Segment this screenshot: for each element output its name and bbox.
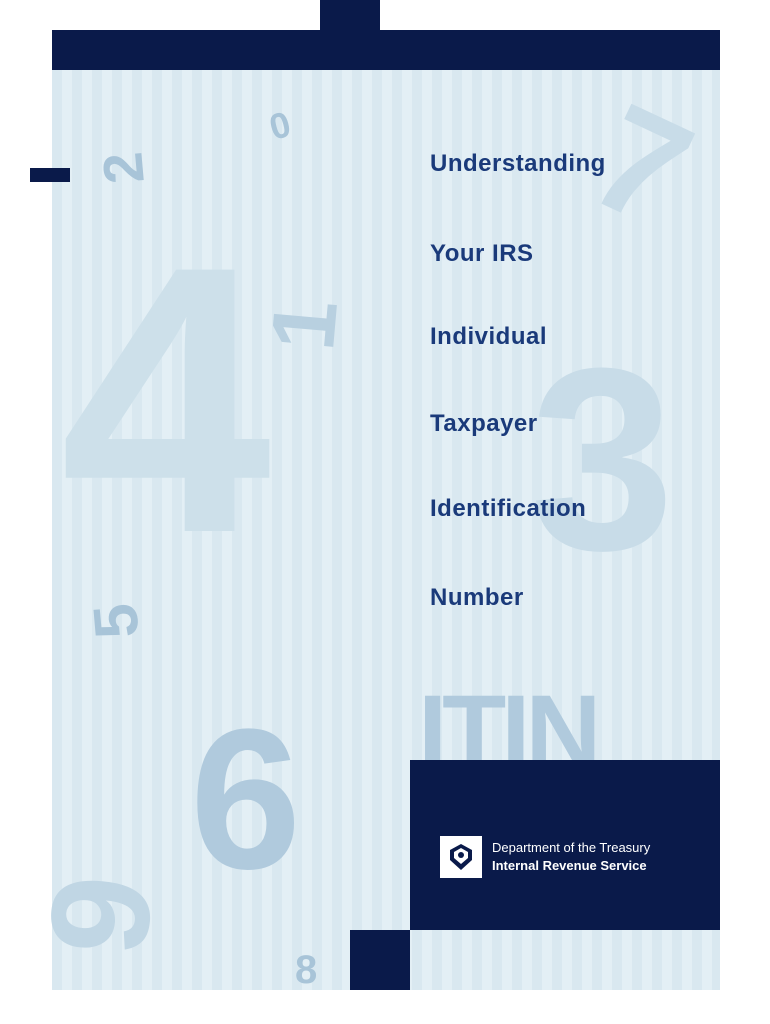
title-word-4: Taxpayer	[430, 410, 538, 438]
agency-logo-area: Department of the Treasury Internal Reve…	[440, 836, 650, 878]
title-word-1: Understanding	[430, 150, 606, 178]
decorative-number-5: 5	[85, 601, 150, 641]
agency-line-2: Internal Revenue Service	[492, 857, 650, 875]
decorative-number-4: 4	[60, 210, 271, 590]
decorative-number-6: 6	[190, 700, 301, 900]
decorative-number-1: 1	[258, 296, 352, 354]
title-word-3: Individual	[430, 323, 547, 351]
title-word-6: Number	[430, 584, 524, 612]
title-word-2: Your IRS	[430, 240, 534, 268]
decorative-number-3: 3	[530, 330, 675, 590]
top-bar	[52, 30, 720, 70]
footer-step	[350, 930, 410, 990]
agency-text: Department of the Treasury Internal Reve…	[492, 839, 650, 874]
title-word-5: Identification	[430, 495, 586, 523]
agency-line-1: Department of the Treasury	[492, 839, 650, 857]
top-notch	[320, 0, 380, 30]
irs-eagle-logo-icon	[440, 836, 482, 878]
decorative-number-9: 9	[28, 870, 174, 960]
decorative-number-2: 2	[94, 150, 153, 186]
left-dash	[30, 168, 70, 182]
decorative-number-8: 8	[295, 950, 317, 990]
